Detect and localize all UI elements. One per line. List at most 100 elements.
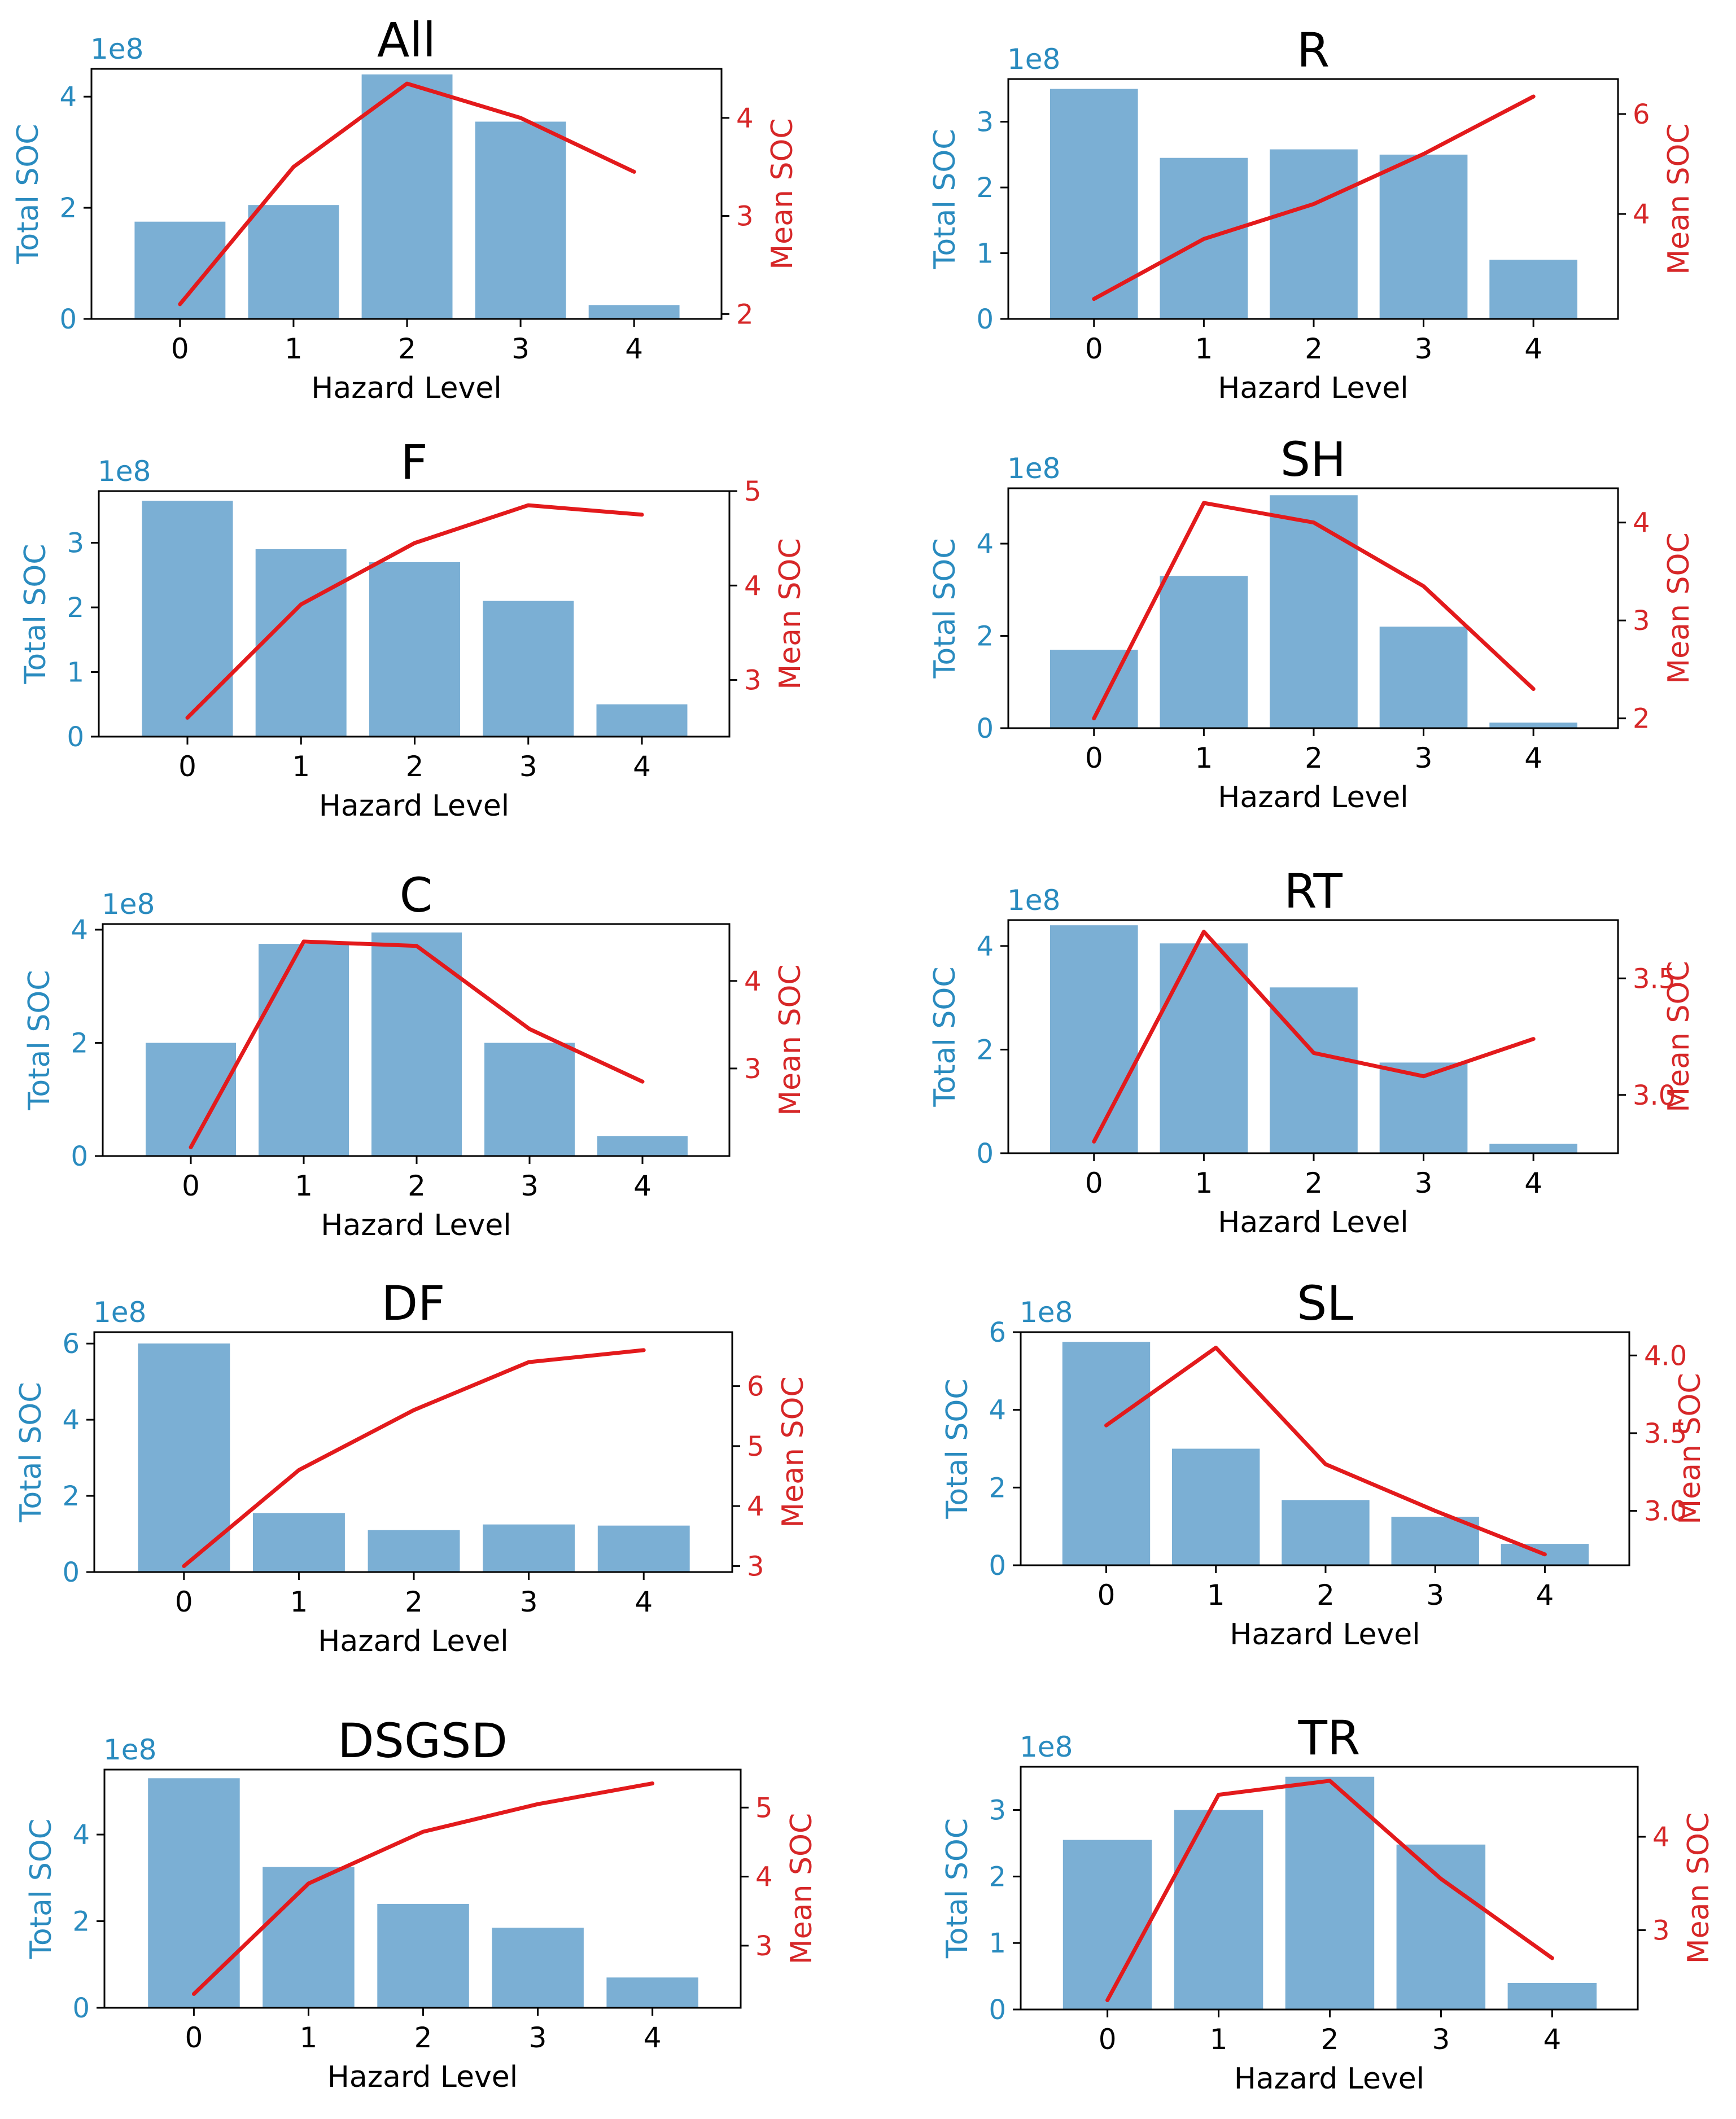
x-tick-label: 2 [1305,1167,1323,1199]
total-soc-bar-3 [483,1524,575,1572]
x-tick-label: 2 [1321,2023,1339,2056]
right-tick-label: 6 [747,1371,764,1403]
total-soc-bar-2 [1270,149,1358,319]
total-soc-bar-2 [371,932,462,1156]
total-soc-bar-4 [1507,1982,1597,2009]
total-soc-bar-1 [248,205,339,319]
mean-soc-point-2 [414,542,415,544]
mean-soc-point-0 [1106,1425,1107,1426]
left-tick-label: 4 [976,528,994,560]
total-soc-bar-0 [148,1778,240,2008]
chart-title: TR [1298,1710,1361,1766]
x-axis-label: Hazard Level [311,371,501,405]
mean-soc-point-1 [1218,1794,1219,1796]
total-soc-bar-0 [1050,925,1138,1153]
x-axis-label: Hazard Level [327,2060,518,2094]
x-axis-label: Hazard Level [321,1209,511,1242]
chart-title: C [400,868,433,923]
x-tick-label: 1 [300,2021,318,2054]
x-tick-label: 2 [1317,1579,1335,1612]
x-tick-label: 2 [398,332,416,365]
offset-label: 1e8 [103,1733,156,1766]
offset-label: 1e8 [1020,1296,1073,1329]
x-tick-label: 0 [178,750,196,783]
chart-title: DF [382,1276,445,1331]
left-tick-label: 2 [62,1481,80,1512]
right-tick-label: 3 [744,1053,762,1085]
total-soc-bar-2 [368,1530,460,1572]
total-soc-bar-1 [263,1867,355,2008]
total-soc-bar-0 [138,1343,230,1572]
x-axis-label: Hazard Level [1218,1206,1408,1240]
x-tick-label: 2 [414,2021,432,2054]
chart-title: DSGSD [338,1713,508,1768]
chart-panel-dsgsd: 0 2 4 3 4 5 0 1 2 3 4 Hazard Level Total SOC Mean SOC… [24,1713,819,2094]
right-tick-label: 3 [736,201,754,233]
offset-label: 1e8 [1007,43,1060,76]
total-soc-bar-2 [1270,987,1358,1153]
left-tick-label: 2 [989,1861,1006,1893]
x-axis-label: Hazard Level [1218,371,1408,405]
total-soc-bar-2 [1270,495,1358,728]
left-tick-label: 2 [71,1028,88,1060]
right-tick-label: 3.5 [1644,1418,1687,1450]
right-tick-label: 5 [747,1431,764,1463]
right-tick-label: 3 [744,665,762,697]
offset-label: 1e8 [1007,452,1060,485]
total-soc-bar-3 [1379,627,1468,728]
left-tick-label: 0 [72,1993,90,2024]
total-soc-bar-0 [146,1043,236,1156]
mean-soc-point-4 [652,1783,653,1784]
x-tick-label: 4 [1536,1579,1554,1612]
x-tick-label: 1 [1210,2023,1228,2056]
mean-soc-point-4 [1551,1958,1553,1959]
chart-title: F [400,435,427,490]
right-axis-label: Mean SOC [1673,1373,1707,1524]
x-tick-label: 2 [405,1586,423,1618]
total-soc-bar-3 [1379,154,1468,319]
x-tick-label: 1 [1195,742,1213,774]
right-tick-label: 3 [747,1551,764,1582]
left-axis-label: Total SOC [928,538,962,678]
offset-label: 1e8 [98,455,151,488]
right-tick-label: 3.0 [1633,1080,1676,1111]
x-tick-label: 3 [521,1170,539,1202]
right-tick-label: 4 [1652,1822,1670,1853]
mean-soc-point-3 [537,1803,539,1805]
right-axis-label: Mean SOC [1682,1812,1716,1964]
total-soc-bar-4 [597,1136,688,1156]
right-tick-label: 4.0 [1644,1340,1687,1372]
x-tick-label: 3 [1432,2023,1450,2056]
total-soc-bar-2 [361,74,453,319]
left-tick-label: 2 [976,1034,994,1066]
left-axis-label: Total SOC [941,1378,974,1519]
total-soc-bar-3 [1391,1517,1479,1565]
x-tick-label: 0 [175,1586,193,1618]
total-soc-bar-2 [1285,1776,1375,2009]
right-tick-label: 2 [1633,703,1650,735]
chart-panel-df: 0 2 4 6 3 4 5 6 0 1 2 3 4 Hazard Level Total SOC Mean S… [14,1276,810,1658]
total-soc-bar-0 [142,501,233,737]
left-tick-label: 2 [67,592,84,624]
x-tick-label: 1 [290,1586,308,1618]
offset-label: 1e8 [102,888,155,921]
left-tick-label: 0 [71,1141,88,1172]
mean-soc-point-3 [528,1361,530,1363]
left-tick-label: 0 [976,713,994,745]
left-tick-label: 0 [976,1138,994,1170]
total-soc-bar-4 [606,1977,698,2008]
total-soc-bar-2 [369,562,460,737]
right-tick-label: 3.0 [1644,1496,1687,1527]
total-soc-bar-0 [1062,1342,1151,1565]
chart-panel-sh: 0 2 4 2 3 4 0 1 2 3 4 Hazard Level Total SOC Mean SOC… [928,432,1696,815]
total-soc-bar-4 [1489,723,1577,728]
offset-label: 1e8 [93,1296,146,1329]
x-tick-label: 3 [519,750,537,783]
mean-soc-point-1 [308,1883,309,1884]
right-tick-label: 3.5 [1633,963,1676,995]
total-soc-bar-3 [475,121,566,319]
total-soc-bar-1 [255,549,347,737]
left-axis-label: Total SOC [23,970,56,1110]
x-tick-label: 0 [182,1170,200,1202]
total-soc-bar-1 [1160,576,1248,728]
